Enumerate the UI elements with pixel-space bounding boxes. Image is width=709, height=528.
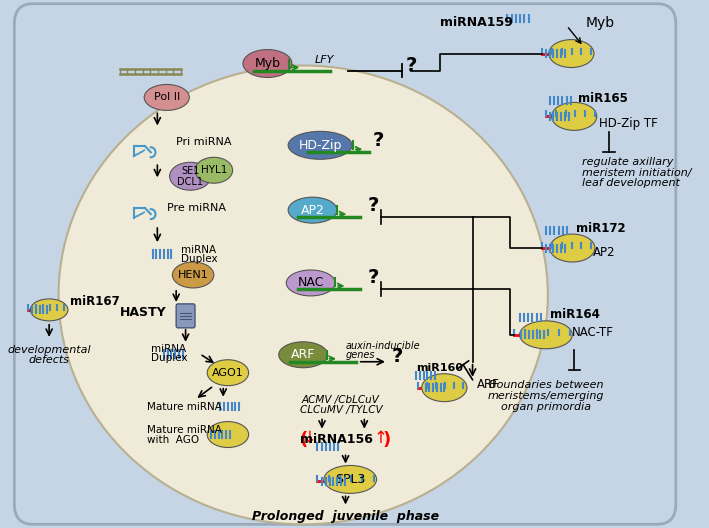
Text: ARF: ARF: [291, 348, 316, 361]
Text: SPL3: SPL3: [335, 473, 365, 486]
Text: LFY: LFY: [315, 54, 334, 64]
Text: NAC-TF: NAC-TF: [572, 326, 614, 340]
Text: leaf development: leaf development: [581, 178, 680, 188]
Text: CLCuMV /TYLCV: CLCuMV /TYLCV: [299, 404, 382, 414]
Ellipse shape: [549, 40, 594, 68]
Text: HASTY: HASTY: [120, 306, 167, 319]
Text: miR165: miR165: [578, 92, 628, 105]
Ellipse shape: [324, 466, 376, 493]
Ellipse shape: [207, 360, 249, 385]
Text: miRNA159: miRNA159: [440, 16, 513, 29]
Text: NAC: NAC: [298, 277, 324, 289]
Text: Pri miRNA: Pri miRNA: [176, 137, 232, 147]
Text: HYL1: HYL1: [201, 165, 227, 175]
Text: HD-Zip TF: HD-Zip TF: [598, 117, 657, 130]
Text: HD-Zip: HD-Zip: [298, 139, 342, 152]
FancyBboxPatch shape: [176, 304, 195, 328]
Text: ?: ?: [368, 268, 379, 287]
Ellipse shape: [286, 270, 335, 296]
Text: miR160: miR160: [416, 363, 463, 373]
Ellipse shape: [279, 342, 328, 367]
Text: AP2: AP2: [593, 246, 615, 259]
Text: ?: ?: [391, 347, 403, 366]
Text: Pre miRNA: Pre miRNA: [167, 203, 225, 213]
Ellipse shape: [520, 321, 572, 349]
Text: ↑: ↑: [374, 429, 387, 447]
Text: Mature miRNA: Mature miRNA: [147, 402, 222, 412]
Text: miR167: miR167: [70, 295, 120, 308]
Ellipse shape: [552, 102, 597, 130]
Text: AP2: AP2: [301, 204, 325, 216]
Text: organ primordia: organ primordia: [501, 402, 591, 412]
Text: ?: ?: [373, 131, 384, 150]
Text: defects: defects: [28, 355, 69, 365]
Text: auxin-inducible: auxin-inducible: [345, 341, 420, 351]
Ellipse shape: [30, 299, 68, 321]
Text: Boundaries between: Boundaries between: [489, 380, 603, 390]
FancyBboxPatch shape: [14, 4, 676, 524]
Text: (: (: [299, 430, 307, 449]
Ellipse shape: [172, 262, 214, 288]
Text: Duplex: Duplex: [181, 254, 218, 264]
Text: regulate axillary: regulate axillary: [581, 157, 673, 167]
Ellipse shape: [144, 84, 189, 110]
Ellipse shape: [59, 65, 548, 524]
Text: miRNA: miRNA: [181, 245, 216, 255]
Text: Myb: Myb: [586, 16, 615, 30]
Ellipse shape: [169, 162, 211, 190]
Ellipse shape: [288, 197, 337, 223]
Text: ): ): [383, 430, 391, 449]
Text: miR164: miR164: [549, 308, 600, 322]
Text: meristems/emerging: meristems/emerging: [488, 391, 604, 401]
Text: miR172: miR172: [576, 222, 626, 234]
Text: genes: genes: [345, 350, 375, 360]
Text: ?: ?: [368, 196, 379, 215]
Text: HEN1: HEN1: [178, 270, 208, 280]
Text: ?: ?: [406, 56, 417, 75]
Ellipse shape: [422, 374, 467, 402]
Text: Duplex: Duplex: [151, 353, 187, 363]
Text: Myb: Myb: [255, 57, 281, 70]
Ellipse shape: [549, 234, 595, 262]
Text: Mature miRNA: Mature miRNA: [147, 425, 222, 435]
Text: SE1
DCL1: SE1 DCL1: [177, 166, 203, 186]
Ellipse shape: [288, 131, 352, 159]
Text: developmental: developmental: [7, 345, 91, 355]
Ellipse shape: [195, 157, 233, 183]
Text: miRNA: miRNA: [151, 344, 186, 354]
Text: ↓: ↓: [303, 429, 317, 447]
Text: Prolonged  juvenile  phase: Prolonged juvenile phase: [252, 510, 439, 523]
Text: Pol II: Pol II: [154, 92, 180, 102]
Ellipse shape: [243, 50, 292, 78]
Text: AGO1: AGO1: [212, 367, 244, 378]
Text: meristem initiation/: meristem initiation/: [581, 168, 691, 178]
Text: ACMV /CbLCuV: ACMV /CbLCuV: [302, 394, 380, 404]
Text: ARF: ARF: [477, 378, 500, 391]
Text: with  AGO: with AGO: [147, 435, 199, 445]
Text: miRNA156: miRNA156: [300, 433, 372, 446]
Ellipse shape: [207, 421, 249, 448]
